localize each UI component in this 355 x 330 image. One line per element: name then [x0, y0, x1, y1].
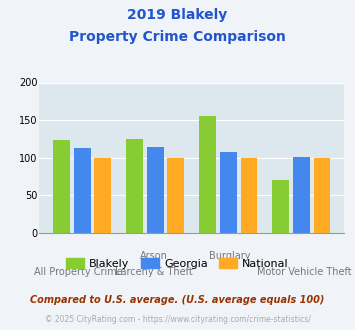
Bar [147, 147, 164, 233]
Text: Property Crime Comparison: Property Crime Comparison [69, 30, 286, 44]
Bar [94, 157, 111, 233]
Text: All Property Crime: All Property Crime [34, 267, 123, 277]
Bar [241, 157, 257, 233]
Bar [74, 148, 91, 233]
Text: Burglary: Burglary [209, 251, 250, 261]
Bar [272, 180, 289, 233]
Bar [53, 140, 70, 233]
Text: Arson: Arson [140, 251, 168, 261]
Bar [199, 116, 216, 233]
Bar [220, 151, 237, 233]
Text: Compared to U.S. average. (U.S. average equals 100): Compared to U.S. average. (U.S. average … [30, 295, 325, 305]
Bar [126, 139, 143, 233]
Bar [293, 157, 310, 233]
Text: © 2025 CityRating.com - https://www.cityrating.com/crime-statistics/: © 2025 CityRating.com - https://www.city… [45, 315, 310, 324]
Text: Motor Vehicle Theft: Motor Vehicle Theft [257, 267, 352, 277]
Text: Larceny & Theft: Larceny & Theft [115, 267, 193, 277]
Bar [168, 157, 184, 233]
Bar [313, 157, 331, 233]
Text: 2019 Blakely: 2019 Blakely [127, 8, 228, 22]
Legend: Blakely, Georgia, National: Blakely, Georgia, National [61, 254, 294, 273]
